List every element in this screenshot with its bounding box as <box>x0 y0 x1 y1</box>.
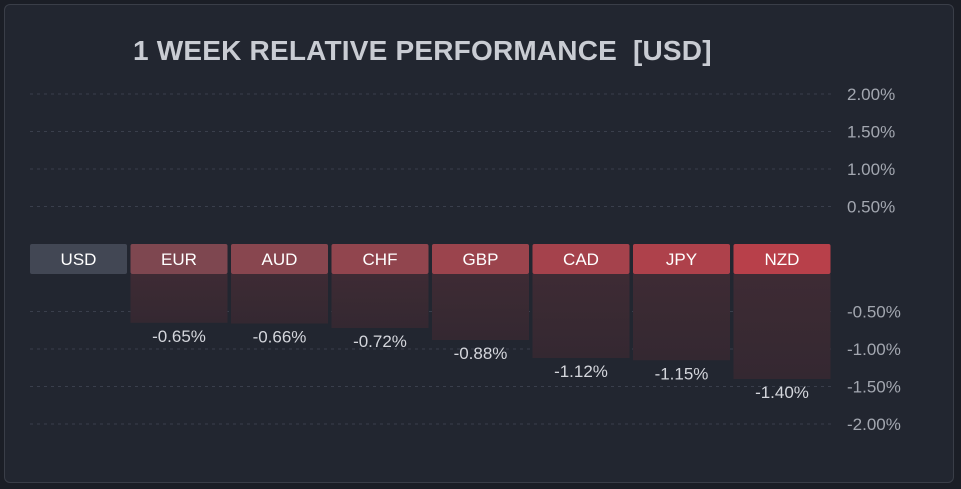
performance-chart: 2.00% 1.50% 1.00% 0.50% -0.50% -1.00% -1.50% -2… <box>30 85 901 434</box>
category-label: JPY <box>666 250 697 269</box>
bar-header <box>231 244 328 274</box>
bar <box>733 274 831 379</box>
bar-header <box>130 244 228 274</box>
value-label: -0.65% <box>152 327 206 346</box>
category-label: AUD <box>262 250 298 269</box>
bar <box>130 274 228 323</box>
bar <box>532 274 630 358</box>
category-label: GBP <box>463 250 499 269</box>
bar-header <box>432 244 529 274</box>
y-tick-label: -1.50% <box>847 378 901 397</box>
y-tick-label: 1.50% <box>847 123 895 142</box>
category-label: EUR <box>161 250 197 269</box>
bar-header <box>733 244 831 274</box>
category-label: CAD <box>563 250 599 269</box>
value-label: -1.40% <box>755 383 809 402</box>
y-tick-label: -1.00% <box>847 340 901 359</box>
category-label: NZD <box>765 250 800 269</box>
base-currency-label: USD <box>61 250 97 269</box>
bar <box>432 274 529 340</box>
base-currency-chip <box>30 244 127 274</box>
value-label: -0.72% <box>353 332 407 351</box>
chart-panel: 1 WEEK RELATIVE PERFORMANCE [USD] 2.00% 1… <box>4 4 954 483</box>
y-tick-label: -2.00% <box>847 415 901 434</box>
bar-header <box>532 244 630 274</box>
y-tick-label: -0.50% <box>847 303 901 322</box>
chart-title: 1 WEEK RELATIVE PERFORMANCE [USD] <box>133 35 712 66</box>
bar <box>231 274 328 324</box>
category-label: CHF <box>363 250 398 269</box>
bar <box>331 274 429 328</box>
y-tick-label: 0.50% <box>847 198 895 217</box>
y-tick-label: 2.00% <box>847 85 895 104</box>
value-label: -1.12% <box>554 362 608 381</box>
value-label: -1.15% <box>655 364 709 383</box>
bar <box>633 274 730 361</box>
value-label: -0.66% <box>253 328 307 347</box>
bar-header <box>331 244 429 274</box>
bar-header <box>633 244 730 274</box>
y-tick-label: 1.00% <box>847 160 895 179</box>
value-label: -0.88% <box>454 344 508 363</box>
